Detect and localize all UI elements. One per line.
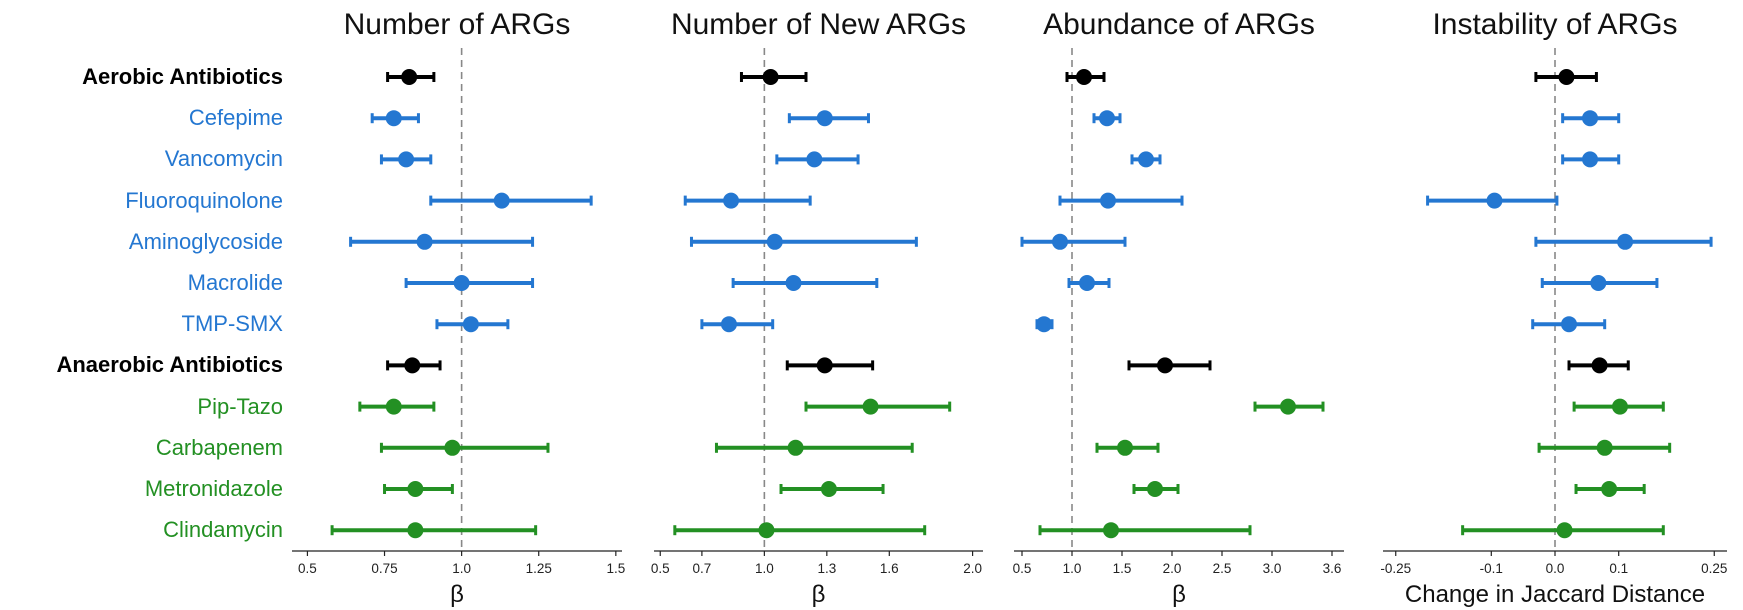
row-label: Cefepime [188, 105, 283, 131]
x-axis-title: Change in Jaccard Distance [1405, 581, 1705, 608]
x-tick-label: 0.25 [1701, 561, 1727, 576]
x-tick-label: 1.0 [1063, 561, 1082, 576]
x-tick-label: 2.0 [963, 561, 982, 576]
estimate-point [1117, 439, 1133, 456]
estimate-point [816, 357, 833, 374]
estimate-point [398, 151, 415, 168]
estimate-point [407, 481, 424, 497]
x-tick-label: 0.1 [1609, 561, 1628, 576]
panel-title: Abundance of ARGs [1043, 8, 1315, 41]
row-label: Pip-Tazo [197, 393, 283, 419]
estimate-point [787, 439, 804, 456]
x-tick-label: 1.6 [880, 561, 899, 576]
x-tick-label: 0.75 [371, 561, 397, 576]
x-tick-label: 0.5 [651, 561, 670, 576]
row-label: Carbapenem [155, 434, 283, 460]
estimate-point [758, 522, 775, 539]
estimate-point [1103, 522, 1119, 539]
estimate-point [785, 275, 802, 291]
x-axis-title: β [812, 581, 826, 608]
estimate-point [462, 316, 479, 333]
x-tick-label: 2.0 [1163, 561, 1182, 576]
estimate-point [1076, 69, 1092, 85]
estimate-point [1556, 522, 1573, 539]
x-tick-label: 2.5 [1213, 561, 1232, 576]
estimate-point [1052, 233, 1068, 250]
estimate-point [1601, 481, 1618, 497]
panel-title: Instability of ARGs [1432, 8, 1677, 41]
x-axis-title: β [450, 581, 464, 608]
x-tick-label: 1.0 [755, 561, 774, 576]
panel-title: Number of New ARGs [671, 8, 966, 41]
estimate-point [1100, 192, 1116, 209]
estimate-point [404, 357, 421, 374]
estimate-point [766, 233, 783, 250]
estimate-point [453, 275, 470, 291]
row-label: Clindamycin [163, 517, 283, 543]
estimate-point [385, 110, 402, 127]
x-tick-label: 3.0 [1263, 561, 1282, 576]
estimate-point [401, 69, 418, 85]
x-tick-label: 1.5 [606, 561, 625, 576]
estimate-point [493, 192, 510, 209]
estimate-point [385, 398, 402, 415]
row-label: Aminoglycoside [128, 228, 283, 254]
row-label: Macrolide [187, 270, 283, 295]
panel-title: Number of ARGs [344, 8, 571, 41]
estimate-point [1561, 316, 1578, 333]
estimate-point [1147, 481, 1163, 497]
row-label: Anaerobic Antibiotics [56, 352, 283, 378]
x-tick-label: -0.25 [1380, 561, 1411, 576]
x-tick-label: 1.25 [526, 561, 552, 576]
estimate-point [1558, 69, 1575, 85]
x-tick-label: 1.0 [452, 561, 471, 576]
estimate-point [1036, 316, 1052, 333]
estimate-point [1079, 275, 1095, 291]
row-label: Metronidazole [144, 476, 283, 501]
row-label: Fluoroquinolone [125, 187, 283, 213]
estimate-point [1590, 275, 1607, 291]
x-tick-label: 3.6 [1323, 561, 1342, 576]
estimate-point [1582, 151, 1599, 168]
estimate-point [806, 151, 823, 168]
estimate-point [816, 110, 833, 127]
x-tick-label: 1.3 [817, 561, 836, 576]
estimate-point [1611, 398, 1628, 415]
estimate-point [1596, 439, 1613, 456]
estimate-point [1591, 357, 1608, 374]
estimate-point [720, 316, 737, 333]
estimate-point [1582, 110, 1599, 127]
estimate-point [1157, 357, 1173, 374]
estimate-point [820, 481, 837, 497]
x-axis-title: β [1172, 581, 1186, 608]
estimate-point [723, 192, 740, 209]
estimate-point [1138, 151, 1154, 168]
estimate-point [762, 69, 779, 85]
estimate-point [407, 522, 424, 539]
x-tick-label: -0.1 [1480, 561, 1503, 576]
row-label: Vancomycin [164, 146, 283, 172]
x-tick-label: 0.0 [1546, 561, 1565, 576]
x-tick-label: 0.7 [693, 561, 712, 576]
x-tick-label: 1.5 [1113, 561, 1132, 576]
estimate-point [1486, 192, 1503, 209]
x-tick-label: 0.5 [1013, 561, 1032, 576]
estimate-point [416, 233, 433, 250]
row-label: TMP-SMX [181, 311, 283, 337]
estimate-point [1617, 233, 1634, 250]
estimate-point [862, 398, 879, 415]
row-label: Aerobic Antibiotics [82, 64, 283, 89]
estimate-point [1280, 398, 1296, 415]
estimate-point [1099, 110, 1115, 127]
estimate-point [444, 439, 461, 456]
x-tick-label: 0.5 [298, 561, 317, 576]
